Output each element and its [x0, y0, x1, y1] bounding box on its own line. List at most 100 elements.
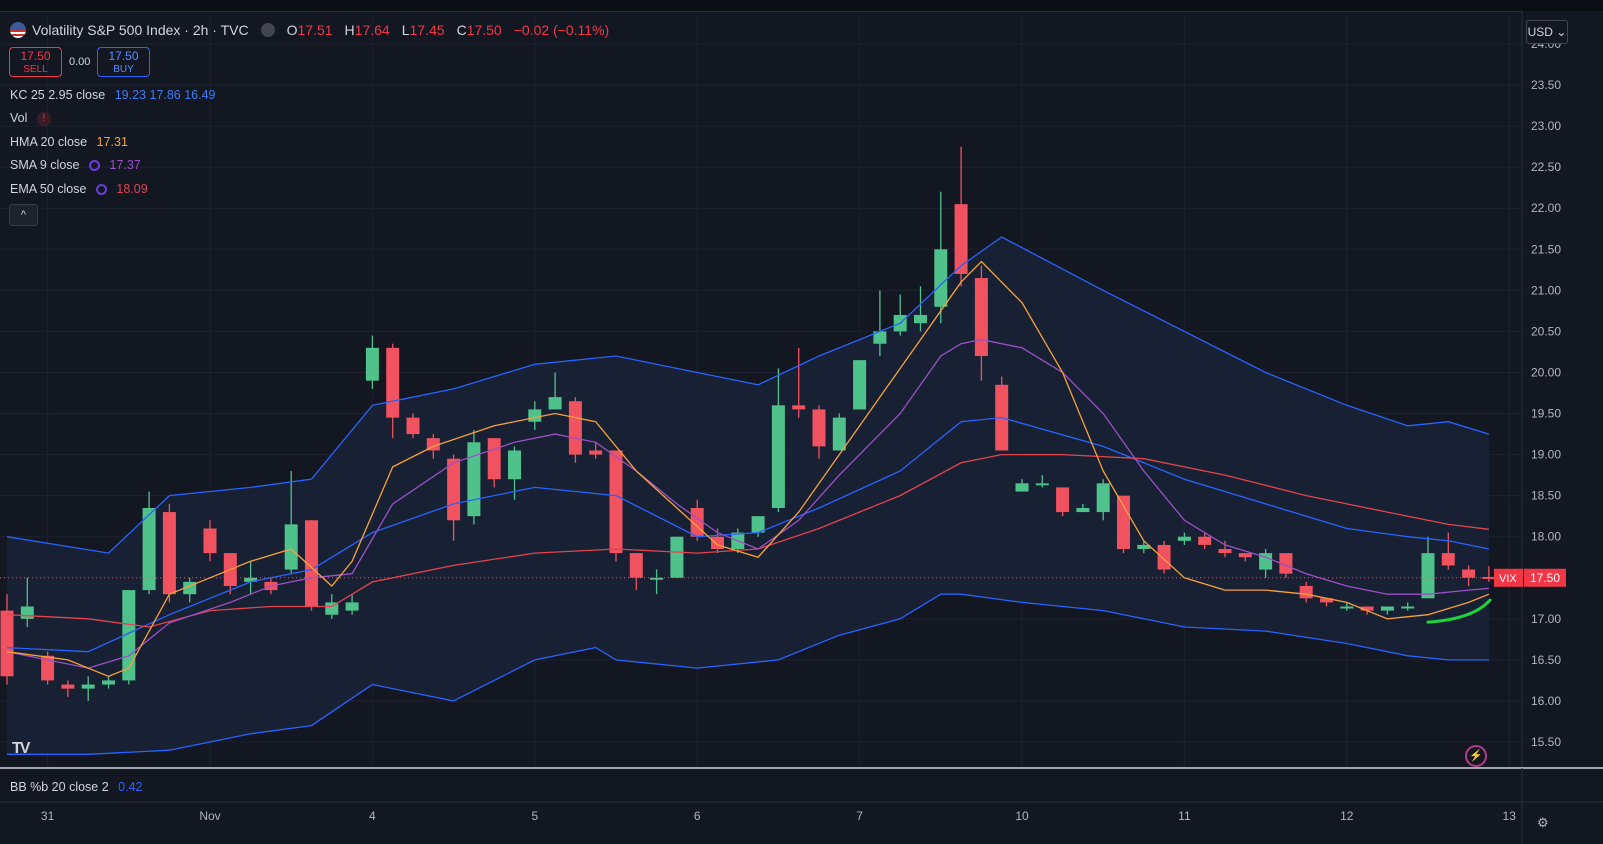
candle-down: [1218, 549, 1232, 554]
bb-label: BB %b 20 close 2: [10, 780, 109, 794]
lightning-icon[interactable]: ⚡: [1465, 745, 1487, 767]
candle-up: [751, 516, 765, 533]
indicator-lines: [0, 236, 1522, 755]
indicator-kc-label: KC 25 2.95 close: [10, 88, 106, 102]
indicator-sma[interactable]: SMA 9 close 17.37: [10, 158, 141, 172]
x-tick-label: 11: [1178, 809, 1191, 823]
buy-button[interactable]: 17.50 BUY: [97, 47, 150, 77]
tradingview-logo-icon[interactable]: TV: [12, 740, 31, 757]
candle-up: [771, 405, 785, 508]
x-tick-label: 10: [1015, 809, 1029, 823]
indicator-ema[interactable]: EMA 50 close 18.09: [10, 182, 148, 196]
y-tick-label: 20.00: [1531, 365, 1561, 379]
candle-up: [1015, 483, 1029, 492]
symbol-header: Volatility S&P 500 Index · 2h · TVC O17.…: [10, 22, 609, 38]
candle-up: [1035, 483, 1049, 486]
y-tick-label: 20.50: [1531, 324, 1561, 338]
y-tick-label: 21.00: [1531, 283, 1561, 297]
ohlc-close: C17.50: [456, 22, 502, 38]
spread-value: 0.00: [69, 56, 91, 68]
candle-up: [102, 680, 115, 685]
indicator-vol[interactable]: Vol !: [10, 111, 51, 126]
keltner-fill: [7, 237, 1489, 755]
lower-pane-bg: [0, 768, 1603, 844]
symbol-title[interactable]: Volatility S&P 500 Index · 2h · TVC: [32, 22, 249, 38]
candle-down: [305, 520, 318, 607]
x-tick-label: 13: [1503, 809, 1517, 823]
candle-up: [1259, 553, 1273, 570]
indicator-sma-value: 17.37: [109, 158, 141, 172]
currency-button[interactable]: USD ⌄: [1526, 20, 1568, 44]
candle-up: [365, 347, 379, 381]
hma-20-line: [6, 260, 1490, 678]
y-tick-label: 21.50: [1531, 242, 1561, 256]
candle-down: [609, 450, 623, 554]
candle-down: [589, 450, 603, 455]
top-toolbar-strip: [0, 0, 1603, 12]
candle-down: [1441, 553, 1455, 566]
candle-down: [406, 417, 420, 435]
candlestick-chart[interactable]: 15.50 16.00 16.50 17.00 17.50 18.00 18.50 19.00…: [0, 11, 1603, 844]
y-tick-label: 22.50: [1531, 160, 1561, 174]
x-tick-label: 12: [1340, 809, 1354, 823]
x-tick-label: 4: [369, 809, 376, 823]
indicator-ema-label: EMA 50 close: [10, 182, 87, 196]
price-axis: 15.50 16.00 16.50 17.00 17.50 18.00 18.50 19.00…: [1494, 11, 1603, 844]
candle-up: [914, 314, 927, 324]
candle-down: [629, 553, 643, 578]
highlight-stroke: [1426, 598, 1492, 624]
hide-legend-icon[interactable]: [260, 23, 275, 37]
settings-gear-icon[interactable]: ⚙: [1537, 815, 1549, 830]
candle-down: [447, 458, 461, 521]
indicator-kc[interactable]: KC 25 2.95 close 19.23 17.86 16.49: [10, 88, 215, 102]
x-tick-label: Nov: [199, 809, 220, 823]
candle-down: [1198, 536, 1212, 545]
candle-down: [203, 528, 217, 554]
x-tick-label: 7: [856, 809, 863, 823]
candle-up: [528, 409, 542, 422]
y-tick-label: 19.00: [1531, 448, 1561, 462]
collapse-legend-button[interactable]: ^: [9, 204, 38, 226]
sell-button[interactable]: 17.50 SELL: [9, 47, 62, 77]
candle-down: [1117, 495, 1130, 550]
sma-9-line: [6, 338, 1489, 669]
candle-up: [1340, 606, 1354, 609]
candle-up: [20, 606, 34, 619]
candle-up: [467, 442, 481, 517]
y-tick-label: 23.50: [1531, 78, 1561, 92]
candle-up: [142, 507, 156, 591]
y-tick-label: 19.50: [1531, 407, 1561, 421]
y-tick-label: 16.00: [1531, 694, 1561, 708]
candle-up: [1096, 483, 1110, 513]
x-tick-label: 6: [694, 809, 701, 823]
candle-down: [974, 278, 988, 357]
bb-percent-b-legend[interactable]: BB %b 20 close 2 0.42: [10, 780, 143, 794]
candle-up: [284, 524, 298, 570]
x-tick-label: 5: [531, 809, 538, 823]
indicator-sma-label: SMA 9 close: [10, 158, 80, 172]
candle-up: [345, 602, 359, 611]
candle-down: [568, 401, 582, 455]
candle-down: [1320, 598, 1333, 603]
candle-down: [0, 610, 14, 677]
candle-up: [1177, 536, 1191, 541]
candle-up: [873, 331, 887, 344]
y-tick-label: 23.00: [1531, 119, 1561, 133]
candle-down: [386, 347, 400, 418]
ohlc-high: H17.64: [344, 22, 390, 38]
candle-up: [81, 684, 95, 689]
loading-icon: [88, 160, 100, 172]
keltner-lower-line: [7, 593, 1489, 755]
candle-down: [1279, 553, 1293, 574]
indicator-hma[interactable]: HMA 20 close 17.31: [10, 135, 128, 149]
y-tick-label: 22.00: [1531, 201, 1561, 215]
candle-up: [650, 577, 664, 580]
candle-up: [508, 450, 521, 480]
candle-up: [548, 397, 562, 410]
warning-icon[interactable]: !: [36, 111, 51, 126]
time-axis: 31 Nov 4 5 6 7 10 11 12 13: [0, 767, 1603, 844]
candle-down: [954, 204, 968, 274]
indicator-kc-values: 19.23 17.86 16.49: [114, 88, 216, 102]
candle-up: [122, 590, 136, 681]
candle-up: [1421, 553, 1435, 599]
